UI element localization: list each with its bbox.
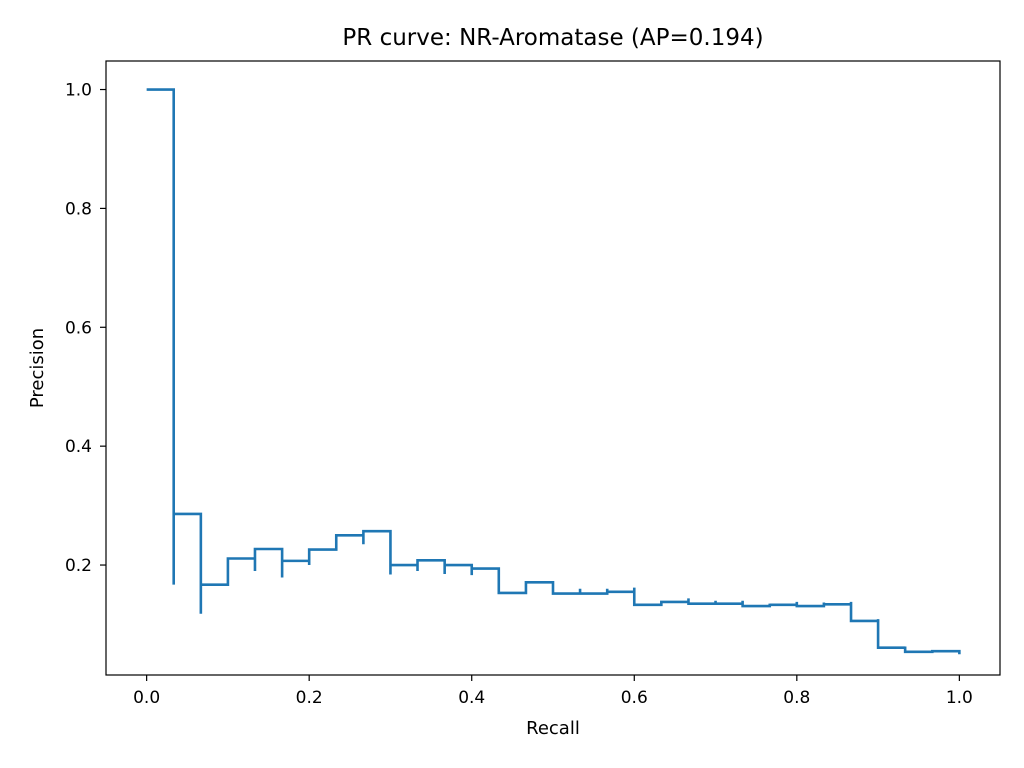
x-tick-label: 0.0	[133, 688, 160, 708]
x-axis-ticks: 0.0 0.2 0.4 0.6 0.8 1.0	[133, 675, 973, 708]
y-tick-label: 0.6	[65, 318, 92, 338]
y-axis-label: Precision	[27, 328, 48, 408]
y-tick-label: 1.0	[65, 81, 92, 101]
y-tick-label: 0.2	[65, 556, 92, 576]
x-tick-label: 0.6	[621, 688, 648, 708]
x-tick-label: 0.2	[296, 688, 323, 708]
x-tick-label: 0.4	[458, 688, 485, 708]
x-tick-label: 1.0	[946, 688, 973, 708]
x-tick-label: 0.8	[783, 688, 810, 708]
y-axis-ticks: 0.2 0.4 0.6 0.8 1.0	[65, 81, 106, 576]
x-axis-label: Recall	[526, 718, 580, 739]
plot-area: 0.0 0.2 0.4 0.6 0.8 1.0 0.2 0.4 0.6 0.8 1.0	[65, 60, 1001, 708]
pr-curve-series-line	[146, 88, 961, 655]
y-tick-label: 0.8	[65, 199, 92, 219]
y-tick-label: 0.4	[65, 437, 92, 457]
axes-frame	[105, 60, 1001, 676]
chart-title: PR curve: NR-Aromatase (AP=0.194)	[342, 25, 763, 51]
